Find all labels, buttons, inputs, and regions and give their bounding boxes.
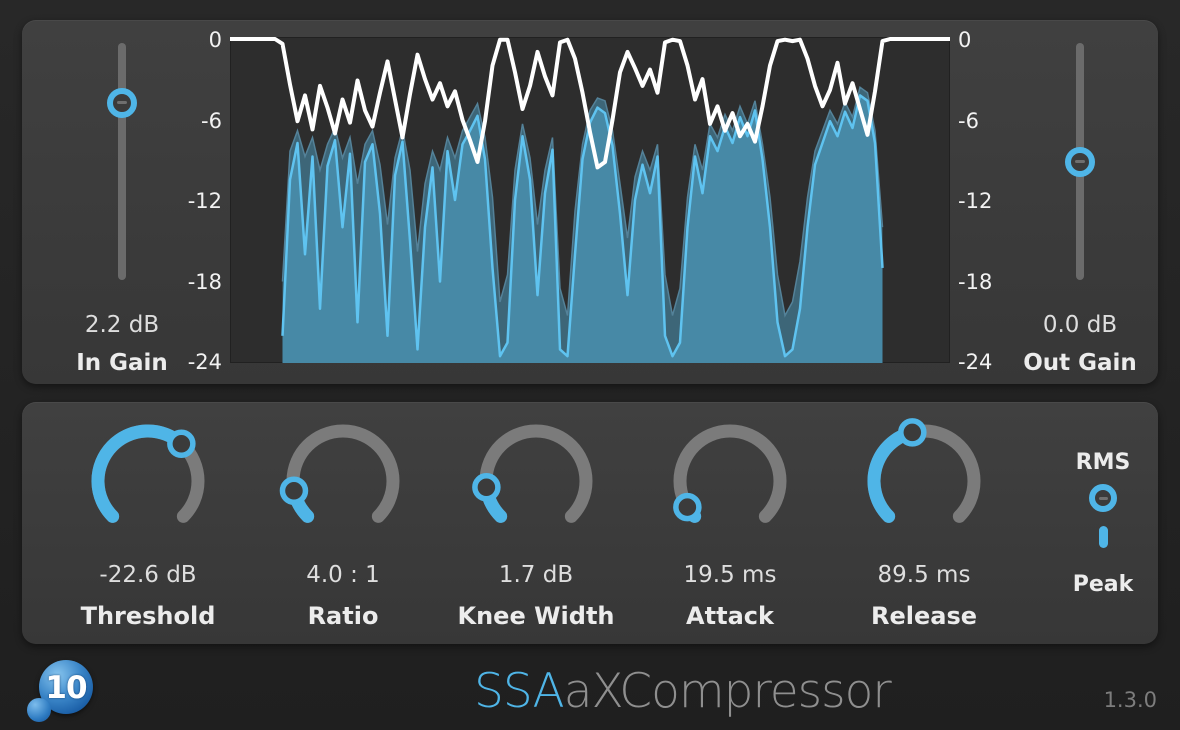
release-knob-dial[interactable] [854,411,994,551]
in-gain-slider-thumb[interactable] [107,87,137,118]
attack-knob[interactable]: 19.5 ms Attack [640,411,820,641]
release-label: Release [870,602,978,630]
scale-tick: -6 [958,109,979,133]
release-knob[interactable]: 89.5 ms Release [834,411,1014,641]
scale-tick: -12 [187,189,222,213]
scale-tick: -24 [187,350,222,374]
db-scale-left: 0 -6 -12 -18 -24 [162,20,222,384]
version-number: 1.3.0 [1103,688,1157,712]
ratio-label: Ratio [307,602,379,630]
ratio-knob[interactable]: 4.0 : 1 Ratio [253,411,433,641]
attack-value: 19.5 ms [683,562,777,588]
rms-label: RMS [1075,450,1131,475]
thumb-dash-icon [117,101,127,105]
company-logo: 10 [27,660,97,724]
ratio-knob-dial[interactable] [273,411,413,551]
detector-toggle-thumb[interactable] [1089,484,1117,512]
out-gain-label: Out Gain [1023,350,1137,376]
scale-tick: -24 [958,350,993,374]
level-history-display [230,37,950,363]
scale-tick: -12 [958,189,993,213]
db-scale-right: 0 -6 -12 -18 -24 [958,20,1018,384]
scale-tick: 0 [208,28,222,52]
scale-tick: -18 [187,270,222,294]
product-name: aXCompressor [563,664,892,719]
scale-tick: -18 [958,270,993,294]
knee-width-label: Knee Width [457,602,615,630]
ratio-value: 4.0 : 1 [306,562,380,588]
peak-label: Peak [1072,572,1134,597]
detector-toggle-track[interactable] [1098,526,1108,548]
release-value: 89.5 ms [877,562,971,588]
controls-panel: -22.6 dB Threshold 4.0 : 1 Ratio 1.7 dB … [22,402,1158,644]
in-gain-label: In Gain [76,350,168,376]
knee-width-knob[interactable]: 1.7 dB Knee Width [446,411,626,641]
attack-label: Attack [686,602,774,630]
knee-width-value: 1.7 dB [498,562,574,588]
out-gain-slider-thumb[interactable] [1065,146,1095,177]
brand-name: SSA [474,664,565,719]
in-gain-slider-track[interactable] [118,43,126,280]
knee-width-knob-dial[interactable] [466,411,606,551]
scale-tick: 0 [958,28,972,52]
detector-mode-toggle[interactable]: RMS Peak [1023,440,1180,620]
in-gain-value: 2.2 dB [84,312,160,338]
scale-tick: -6 [201,109,222,133]
threshold-knob[interactable]: -22.6 dB Threshold [58,411,238,641]
thumb-dash-icon [1098,496,1108,500]
attack-knob-dial[interactable] [660,411,800,551]
meter-panel: 2.2 dB In Gain 0 -6 -12 -18 -24 0 -6 -12… [22,20,1158,384]
plugin-title: SSAaXCompressor [474,664,892,719]
logo-ball-small-icon [27,698,51,722]
waveform-meter [230,37,950,363]
threshold-knob-dial[interactable] [78,411,218,551]
thumb-dash-icon [1075,160,1085,164]
logo-number: 10 [45,670,87,706]
threshold-value: -22.6 dB [99,562,197,588]
threshold-label: Threshold [80,602,216,630]
out-gain-value: 0.0 dB [1042,312,1118,338]
